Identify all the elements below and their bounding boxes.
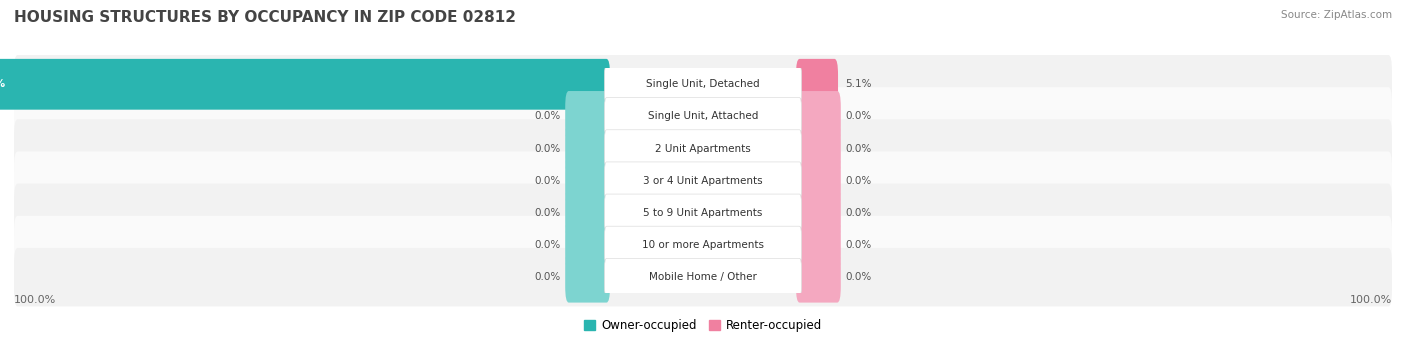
Text: Single Unit, Detached: Single Unit, Detached	[647, 79, 759, 89]
FancyBboxPatch shape	[796, 252, 841, 302]
FancyBboxPatch shape	[605, 226, 801, 264]
Text: 3 or 4 Unit Apartments: 3 or 4 Unit Apartments	[643, 176, 763, 186]
FancyBboxPatch shape	[14, 119, 1392, 178]
Text: 2 Unit Apartments: 2 Unit Apartments	[655, 144, 751, 153]
Text: 100.0%: 100.0%	[1350, 295, 1392, 305]
FancyBboxPatch shape	[605, 258, 801, 296]
Text: 5 to 9 Unit Apartments: 5 to 9 Unit Apartments	[644, 208, 762, 218]
Text: Source: ZipAtlas.com: Source: ZipAtlas.com	[1281, 10, 1392, 20]
FancyBboxPatch shape	[796, 220, 841, 270]
Text: 0.0%: 0.0%	[534, 112, 561, 121]
Text: 0.0%: 0.0%	[845, 272, 872, 282]
Text: 0.0%: 0.0%	[845, 176, 872, 186]
FancyBboxPatch shape	[605, 98, 801, 135]
FancyBboxPatch shape	[14, 151, 1392, 210]
Text: 0.0%: 0.0%	[845, 240, 872, 250]
Text: 10 or more Apartments: 10 or more Apartments	[643, 240, 763, 250]
FancyBboxPatch shape	[0, 59, 610, 110]
FancyBboxPatch shape	[605, 130, 801, 167]
FancyBboxPatch shape	[565, 188, 610, 238]
FancyBboxPatch shape	[14, 183, 1392, 242]
Text: 0.0%: 0.0%	[534, 144, 561, 153]
FancyBboxPatch shape	[565, 155, 610, 206]
FancyBboxPatch shape	[796, 123, 841, 174]
Text: Mobile Home / Other: Mobile Home / Other	[650, 272, 756, 282]
Text: 0.0%: 0.0%	[534, 176, 561, 186]
FancyBboxPatch shape	[796, 188, 841, 238]
FancyBboxPatch shape	[796, 59, 838, 110]
FancyBboxPatch shape	[796, 155, 841, 206]
FancyBboxPatch shape	[565, 220, 610, 270]
Text: 0.0%: 0.0%	[534, 240, 561, 250]
Text: 0.0%: 0.0%	[534, 208, 561, 218]
FancyBboxPatch shape	[605, 162, 801, 199]
FancyBboxPatch shape	[14, 216, 1392, 274]
Text: 100.0%: 100.0%	[14, 295, 56, 305]
FancyBboxPatch shape	[565, 123, 610, 174]
Text: Single Unit, Attached: Single Unit, Attached	[648, 112, 758, 121]
Text: 0.0%: 0.0%	[845, 208, 872, 218]
FancyBboxPatch shape	[14, 87, 1392, 146]
Legend: Owner-occupied, Renter-occupied: Owner-occupied, Renter-occupied	[579, 314, 827, 337]
Text: 0.0%: 0.0%	[845, 112, 872, 121]
Text: HOUSING STRUCTURES BY OCCUPANCY IN ZIP CODE 02812: HOUSING STRUCTURES BY OCCUPANCY IN ZIP C…	[14, 10, 516, 25]
FancyBboxPatch shape	[796, 91, 841, 142]
Text: 0.0%: 0.0%	[534, 272, 561, 282]
Text: 94.9%: 94.9%	[0, 79, 6, 89]
FancyBboxPatch shape	[605, 194, 801, 232]
FancyBboxPatch shape	[605, 65, 801, 103]
FancyBboxPatch shape	[14, 248, 1392, 307]
FancyBboxPatch shape	[14, 55, 1392, 114]
FancyBboxPatch shape	[565, 252, 610, 302]
FancyBboxPatch shape	[565, 91, 610, 142]
Text: 0.0%: 0.0%	[845, 144, 872, 153]
Text: 5.1%: 5.1%	[845, 79, 872, 89]
